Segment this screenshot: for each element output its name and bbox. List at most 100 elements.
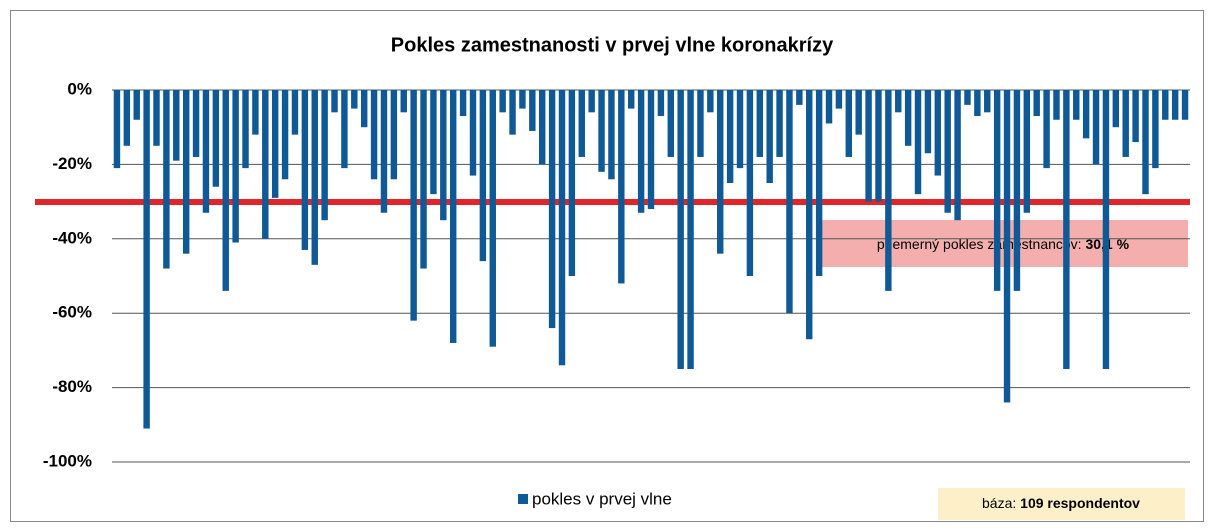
bar [271,90,279,198]
bar [123,90,131,146]
bar [1122,90,1129,157]
bar [469,90,477,176]
bar [618,90,625,284]
bar [598,90,605,172]
bar [588,90,595,113]
bar [776,90,783,157]
bar [578,90,585,157]
bar [519,90,526,109]
y-tick-label: -80% [52,377,92,396]
bar [449,90,457,343]
bar [420,90,427,269]
bar [1132,90,1139,143]
bar [993,90,1001,291]
bar [321,90,328,221]
bar [875,90,882,202]
bar [974,90,981,117]
bar [291,90,299,135]
y-tick-label: -60% [52,303,92,322]
bar [1181,90,1189,120]
bar [796,90,803,105]
bar [558,90,566,366]
base-value: 109 respondentov [1020,495,1140,511]
bar [311,90,318,265]
bar [400,90,407,113]
base-text: báza: [982,495,1020,511]
bar [1073,90,1080,120]
y-tick-label: 0% [67,79,92,98]
bar [934,90,942,176]
bar [242,90,249,169]
bar [173,90,180,161]
bar [746,90,754,276]
bar [341,90,348,169]
base-box [938,488,1185,520]
bar [637,90,645,213]
bar [1152,90,1159,169]
bar [687,90,694,369]
bar [380,90,388,213]
bar [1171,90,1179,120]
chart-title: Pokles zamestnanosti v prvej vlne korona… [391,34,834,56]
bar [628,90,635,109]
bar [1023,90,1031,213]
bar [351,90,358,109]
bar [360,90,368,128]
bar [370,90,378,180]
bar [667,90,674,157]
bar [885,90,892,291]
bar [489,90,496,347]
annotation-box [818,220,1188,267]
bar [677,90,684,369]
bar [835,90,843,109]
bar [232,90,239,243]
bar [499,90,506,113]
bar [1053,90,1060,120]
bar [904,90,912,146]
bar [984,90,991,113]
bar [390,90,398,180]
y-tick-label: -20% [52,154,92,173]
bar [430,90,437,195]
bar [331,90,338,113]
bar [855,90,862,135]
bar [192,90,200,157]
bar [1102,90,1110,369]
bar [1043,90,1050,169]
bar [1112,90,1120,128]
bar [252,90,259,135]
bar [262,90,269,239]
bar [479,90,487,262]
bar [281,90,289,180]
bar [766,90,773,183]
bar [1082,90,1090,139]
bar [153,90,160,146]
bar [1142,90,1149,195]
bar [568,90,576,276]
bar [163,90,170,269]
annotation-text: priemerný pokles zamestnancov: [877,236,1086,252]
bar [657,90,665,117]
y-tick-label: -40% [52,228,92,247]
bar [944,90,951,213]
bar [726,90,734,183]
bar [924,90,932,154]
bar [529,90,536,131]
bar [1003,90,1011,403]
bar [825,90,833,124]
bar [143,90,150,429]
bar [1092,90,1100,165]
annotation: priemerný pokles zamestnancov: 30,1 % [877,236,1130,252]
y-tick-label: -100% [43,451,92,470]
bar [538,90,546,165]
bar [954,90,961,221]
bar [509,90,516,135]
bar [707,90,714,113]
bar [756,90,764,157]
bar [697,90,704,157]
bar [459,90,467,117]
bar [647,90,655,210]
bar [914,90,922,195]
bar [133,90,140,120]
